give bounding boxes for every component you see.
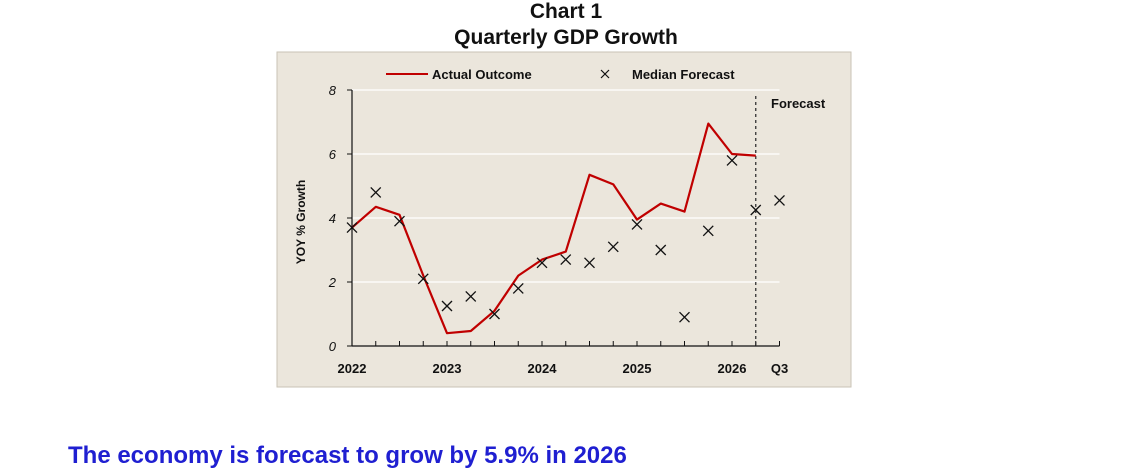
marker-stroke	[512, 282, 524, 294]
x-tick-label: 2022	[338, 361, 367, 376]
x-tick-labels: 2022 2023 2024 2025 2026 Q3	[338, 361, 789, 376]
legend-label-median: Median Forecast	[632, 67, 735, 82]
chart-canvas: 0 2 4 6 8 2022 2023 2024 2025 2026 Q3 YOY % Growt…	[276, 51, 852, 388]
median-forecast-marker	[631, 218, 643, 230]
chart-title: Chart 1	[529, 0, 603, 23]
chart-background	[276, 51, 852, 388]
y-tick-label: 6	[329, 147, 337, 162]
x-tick-label: 2025	[623, 361, 652, 376]
legend-label-actual: Actual Outcome	[432, 67, 532, 82]
x-tick-label: 2026	[718, 361, 747, 376]
median-forecast-marker	[750, 204, 762, 216]
median-forecast-marker	[607, 241, 619, 253]
median-forecast-marker	[774, 194, 785, 206]
marker-stroke	[441, 300, 453, 312]
marker-stroke	[702, 225, 714, 237]
marker-stroke	[417, 273, 429, 285]
marker-stroke	[655, 244, 667, 256]
median-forecast-marker	[441, 300, 453, 312]
gridlines	[352, 89, 780, 283]
legend-x-marker	[600, 69, 610, 79]
median-forecast-marker	[346, 222, 358, 234]
median-forecast-marker	[702, 225, 714, 237]
chart-subtitle: Quarterly GDP Growth	[454, 26, 678, 49]
y-tick-label: 4	[329, 211, 336, 226]
axes	[347, 89, 780, 347]
marker-stroke	[560, 254, 572, 266]
median-forecast-marker	[512, 282, 524, 294]
marker-stroke	[465, 290, 477, 302]
y-tick-label: 0	[329, 339, 337, 354]
marker-stroke	[489, 308, 500, 320]
median-forecast-marker	[560, 254, 572, 266]
median-forecast-marker	[679, 311, 690, 323]
forecast-annotation: Forecast	[771, 96, 826, 111]
legend: Actual Outcome Median Forecast	[386, 67, 735, 82]
median-forecast-marker	[370, 186, 382, 198]
y-axis-label: YOY % Growth	[294, 180, 308, 264]
median-forecast-marker	[726, 154, 738, 166]
marker-stroke	[679, 311, 690, 323]
x-tick-label: 2024	[528, 361, 558, 376]
y-tick-label: 2	[328, 275, 337, 290]
marker-stroke	[346, 222, 358, 234]
marker-stroke	[370, 186, 382, 198]
marker-stroke	[584, 257, 595, 269]
y-tick-label: 8	[329, 83, 337, 98]
series-line-actual-outcome	[351, 122, 756, 335]
median-forecast-marker	[394, 215, 405, 227]
median-forecast-marker	[465, 290, 477, 302]
x-tick-label: Q3	[771, 361, 788, 376]
median-forecast-marker	[584, 257, 595, 269]
median-forecast-marker	[417, 273, 429, 285]
marker-stroke	[631, 218, 643, 230]
median-forecast-marker	[536, 257, 548, 269]
series-group	[346, 122, 785, 335]
median-forecast-marker	[655, 244, 667, 256]
median-forecast-marker	[489, 308, 500, 320]
section-heading: The economy is forecast to grow by 5.9% …	[68, 442, 627, 469]
marker-stroke	[607, 241, 619, 253]
y-tick-labels: 0 2 4 6 8	[328, 83, 337, 354]
marker-stroke	[750, 204, 762, 216]
x-tick-label: 2023	[433, 361, 462, 376]
marker-stroke	[774, 194, 785, 206]
marker-stroke	[394, 215, 405, 227]
marker-stroke	[726, 154, 738, 166]
marker-stroke	[536, 257, 548, 269]
